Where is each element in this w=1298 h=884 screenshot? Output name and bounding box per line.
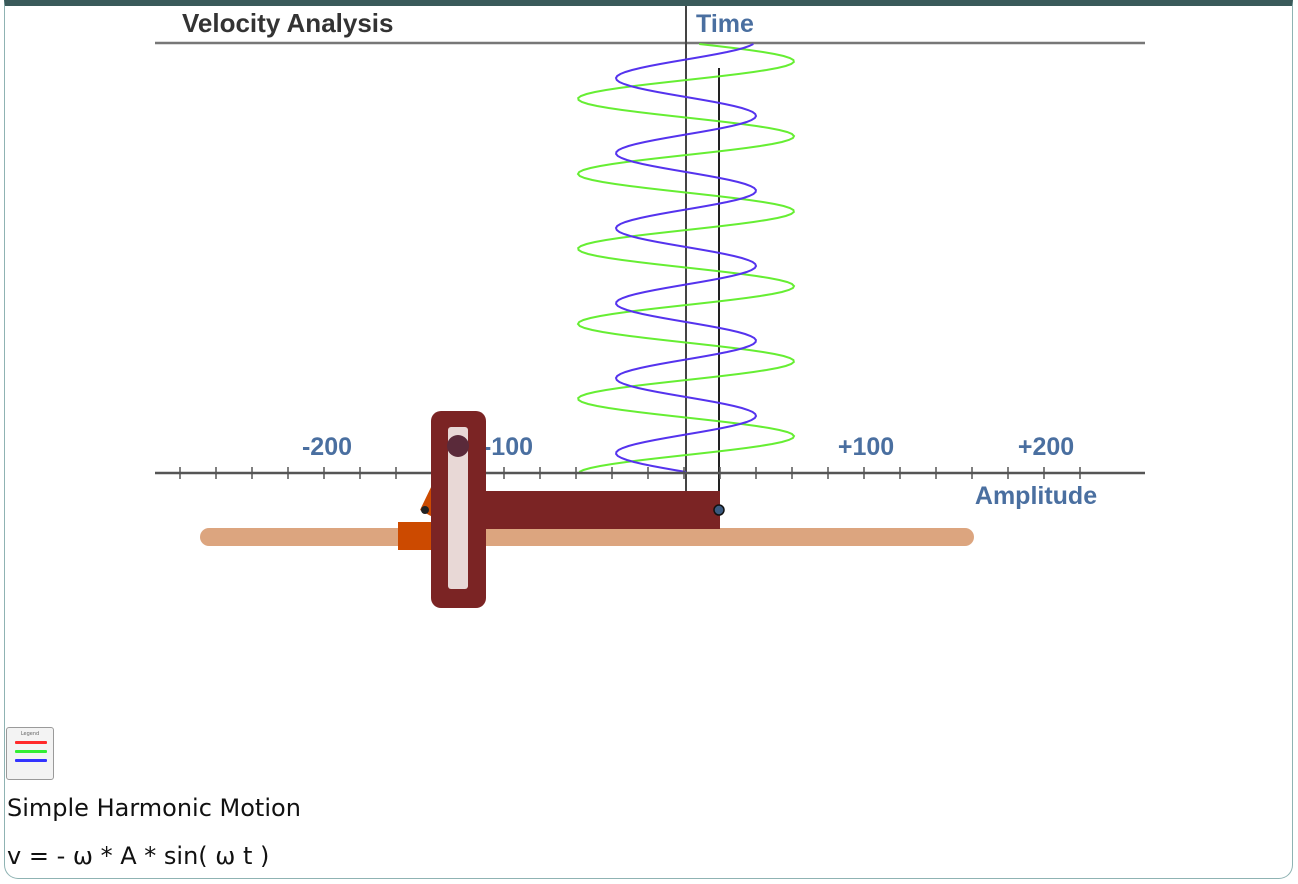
crank-pivot <box>421 506 429 514</box>
tick-label-plus-200: +200 <box>1018 433 1074 461</box>
velocity-point <box>713 504 725 516</box>
legend-green-swatch <box>15 750 47 753</box>
yoke-slot <box>448 427 468 589</box>
amplitude-axis-label: Amplitude <box>975 482 1097 510</box>
green-sine-curve <box>576 43 796 473</box>
blue-sine-curve <box>614 43 758 473</box>
panel-title: Velocity Analysis <box>182 8 393 38</box>
legend-button[interactable]: Legend <box>6 727 54 780</box>
tick-label-minus-200: -200 <box>302 433 352 461</box>
motion-title: Simple Harmonic Motion <box>7 794 301 822</box>
sliding-rod <box>200 528 974 546</box>
yoke-arm <box>470 491 720 529</box>
time-axis-label: Time <box>696 10 754 38</box>
legend-title: Legend <box>20 731 40 737</box>
tick-label-plus-100: +100 <box>838 433 894 461</box>
tick-label-minus-100: -100 <box>483 433 533 461</box>
crank-pin[interactable] <box>447 435 469 457</box>
velocity-formula: v = - ω * A * sin( ω t ) <box>7 842 270 870</box>
app-frame <box>4 0 1293 879</box>
legend-blue-swatch <box>15 759 47 762</box>
legend-red-swatch <box>15 741 47 744</box>
